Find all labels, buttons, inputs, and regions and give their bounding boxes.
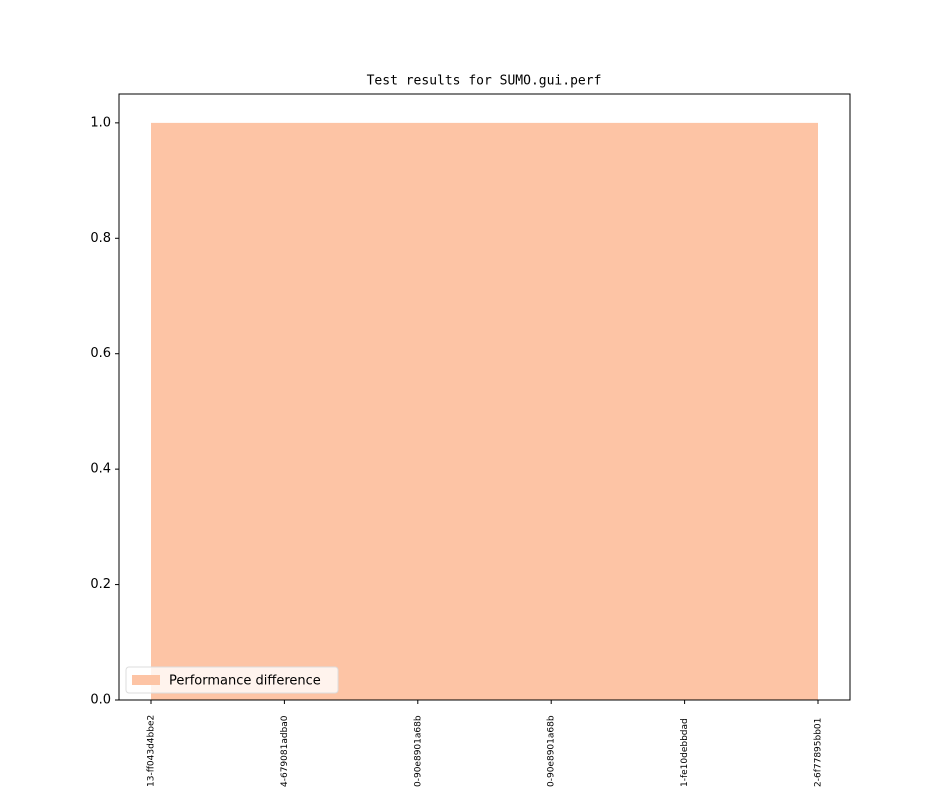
x-tick-label: 0-90e8901a68b: [547, 715, 557, 787]
legend-box: [125, 666, 339, 694]
y-tick-label: 0.8: [90, 231, 111, 246]
y-tick-label: 0.4: [90, 462, 111, 477]
area: [151, 122, 818, 701]
legend-swatch: [132, 675, 160, 685]
x-tick-label: 0-90e8901a68b: [413, 715, 423, 787]
x-tick-label: 1-fe10debbdad: [680, 718, 690, 787]
y-tick-label: 0.6: [90, 346, 111, 361]
x-tick-label: 2-6f77895bb01: [814, 718, 824, 787]
y-tick-label: 0.2: [90, 577, 111, 592]
y-tick-label: 1.0: [90, 115, 111, 130]
legend-label: Performance difference: [169, 674, 321, 689]
x-tick-label: 13-ff043d4bbe2: [147, 715, 157, 787]
chart-title: Test results for SUMO.gui.perf: [367, 74, 602, 89]
x-tick-label: 4-679081adba0: [280, 715, 290, 787]
plot-frame: [118, 93, 851, 701]
y-tick-label: 0.0: [90, 693, 111, 708]
